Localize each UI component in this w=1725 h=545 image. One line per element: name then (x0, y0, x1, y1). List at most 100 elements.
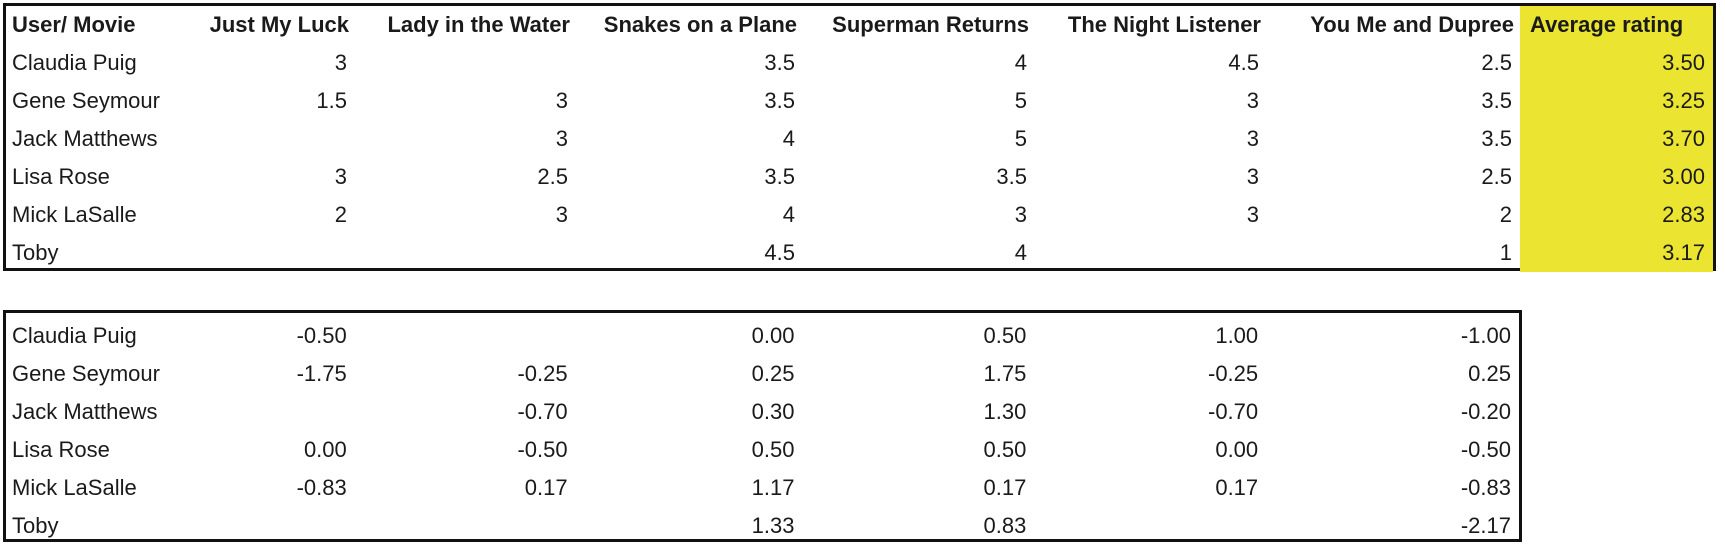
deviation-cell[interactable]: 1.17 (751, 475, 795, 500)
deviation-cell[interactable]: 0.00 (751, 323, 795, 348)
average-rating-cell[interactable]: 3.70 (1520, 120, 1713, 158)
rating-cell[interactable]: 2.5 (1481, 164, 1512, 189)
rating-cell[interactable]: 2.5 (1481, 50, 1512, 75)
deviation-cell[interactable]: 0.50 (983, 323, 1027, 348)
deviation-cell[interactable]: -0.50 (296, 323, 347, 348)
rating-cell[interactable]: 3 (334, 50, 347, 75)
rating-cell[interactable]: 3.5 (996, 164, 1027, 189)
average-rating-cell[interactable]: 3.25 (1520, 82, 1713, 120)
rating-cell[interactable]: 4 (782, 126, 795, 151)
deviation-cell[interactable]: 0.50 (983, 437, 1027, 462)
deviation-cell[interactable] (1034, 507, 1266, 545)
rating-cell[interactable] (198, 120, 355, 158)
user-name-cell[interactable]: Gene Seymour (12, 361, 160, 386)
header-cell-user-movie[interactable]: User/ Movie (12, 12, 136, 37)
average-rating-cell[interactable]: 3.50 (1520, 44, 1713, 82)
user-name-cell[interactable]: Jack Matthews (12, 399, 158, 424)
rating-cell[interactable]: 3.5 (1481, 88, 1512, 113)
rating-cell[interactable]: 3 (1246, 164, 1259, 189)
rating-cell[interactable]: 3 (555, 126, 568, 151)
deviation-cell[interactable]: 0.17 (524, 475, 568, 500)
header-cell-snakes-on-a-plane[interactable]: Snakes on a Plane (603, 12, 797, 37)
rating-cell[interactable]: 5 (1014, 126, 1027, 151)
deviation-cell[interactable]: 1.33 (751, 513, 795, 538)
header-cell-superman-returns[interactable]: Superman Returns (832, 12, 1029, 37)
user-name-cell[interactable]: Lisa Rose (12, 164, 110, 189)
header-cell-you-me-and-dupree[interactable]: You Me and Dupree (1310, 12, 1514, 37)
rating-cell[interactable]: 3.5 (764, 164, 795, 189)
user-name-cell[interactable]: Gene Seymour (12, 88, 160, 113)
table-row: Claudia Puig 3 3.5 4 4.5 2.5 3.50 (6, 44, 1713, 82)
deviation-cell[interactable]: -0.50 (517, 437, 568, 462)
rating-cell[interactable]: 2 (334, 202, 347, 227)
deviation-cell[interactable]: -2.17 (1460, 513, 1511, 538)
deviation-cell[interactable]: 0.83 (983, 513, 1027, 538)
deviation-cell[interactable]: 0.00 (303, 437, 347, 462)
rating-cell[interactable]: 5 (1014, 88, 1027, 113)
rating-cell[interactable] (355, 44, 576, 82)
rating-cell[interactable] (355, 234, 576, 272)
rating-cell[interactable]: 3 (1246, 202, 1259, 227)
deviation-cell[interactable]: -1.75 (296, 361, 347, 386)
rating-cell[interactable]: 2.5 (537, 164, 568, 189)
average-rating-cell[interactable]: 3.17 (1520, 234, 1713, 272)
user-name-cell[interactable]: Toby (12, 513, 59, 538)
deviation-cell[interactable]: 1.75 (983, 361, 1027, 386)
header-cell-average-rating[interactable]: Average rating (1520, 6, 1713, 44)
deviation-cell[interactable]: -0.83 (1460, 475, 1511, 500)
deviation-cell[interactable]: 1.30 (983, 399, 1027, 424)
rating-cell[interactable]: 3 (334, 164, 347, 189)
user-name-cell[interactable]: Claudia Puig (12, 50, 137, 75)
rating-cell[interactable]: 4 (782, 202, 795, 227)
deviation-cell[interactable]: -0.25 (517, 361, 568, 386)
deviation-cell[interactable]: 0.25 (1468, 361, 1511, 386)
deviation-cell[interactable]: 0.25 (751, 361, 795, 386)
deviation-cell[interactable]: -0.25 (1208, 361, 1259, 386)
rating-cell[interactable]: 3 (1246, 88, 1259, 113)
user-name-cell[interactable]: Mick LaSalle (12, 202, 137, 227)
rating-cell[interactable] (198, 234, 355, 272)
rating-cell[interactable]: 3 (555, 88, 568, 113)
deviation-cell[interactable] (198, 393, 355, 431)
deviation-cell[interactable]: -0.70 (517, 399, 568, 424)
deviation-cell[interactable]: -0.50 (1460, 437, 1511, 462)
deviation-cell[interactable]: 0.17 (1215, 475, 1259, 500)
average-rating-cell[interactable]: 2.83 (1520, 196, 1713, 234)
rating-cell[interactable]: 4 (1014, 50, 1027, 75)
rating-cell[interactable]: 4.5 (1228, 50, 1259, 75)
deviation-cell[interactable] (355, 507, 576, 545)
rating-cell[interactable]: 3.5 (764, 88, 795, 113)
rating-cell[interactable]: 3 (1014, 202, 1027, 227)
average-rating-cell[interactable]: 3.00 (1520, 158, 1713, 196)
deviation-cell[interactable] (355, 317, 576, 355)
deviation-cell[interactable]: 0.17 (983, 475, 1027, 500)
rating-cell[interactable]: 3.5 (1481, 126, 1512, 151)
rating-cell[interactable]: 4 (1014, 240, 1027, 265)
deviation-cell[interactable]: -0.70 (1208, 399, 1259, 424)
deviation-cell[interactable]: 1.00 (1215, 323, 1259, 348)
user-name-cell[interactable]: Toby (12, 240, 59, 265)
header-cell-just-my-luck[interactable]: Just My Luck (209, 12, 349, 37)
rating-cell[interactable]: 3.5 (764, 50, 795, 75)
deviation-cell[interactable]: 0.30 (751, 399, 795, 424)
user-name-cell[interactable]: Jack Matthews (12, 126, 158, 151)
header-cell-the-night-listener[interactable]: The Night Listener (1067, 12, 1261, 37)
header-cell-lady-in-the-water[interactable]: Lady in the Water (387, 12, 570, 37)
rating-cell[interactable]: 3 (1246, 126, 1259, 151)
rating-cell[interactable]: 2 (1499, 202, 1512, 227)
rating-cell[interactable] (1035, 234, 1267, 272)
rating-cell[interactable]: 4.5 (764, 240, 795, 265)
rating-cell[interactable]: 3 (555, 202, 568, 227)
deviation-cell[interactable]: -1.00 (1460, 323, 1511, 348)
deviation-cell[interactable] (198, 507, 355, 545)
deviation-cell[interactable]: 0.50 (751, 437, 795, 462)
deviation-cell[interactable]: -0.83 (296, 475, 347, 500)
user-name-cell[interactable]: Mick LaSalle (12, 475, 137, 500)
deviation-cell[interactable]: 0.00 (1215, 437, 1259, 462)
rating-cell[interactable]: 1.5 (316, 88, 347, 113)
deviation-cell[interactable]: -0.20 (1460, 399, 1511, 424)
rating-cell[interactable]: 1 (1499, 240, 1512, 265)
header-row: User/ Movie Just My Luck Lady in the Wat… (6, 6, 1713, 44)
user-name-cell[interactable]: Lisa Rose (12, 437, 110, 462)
user-name-cell[interactable]: Claudia Puig (12, 323, 137, 348)
